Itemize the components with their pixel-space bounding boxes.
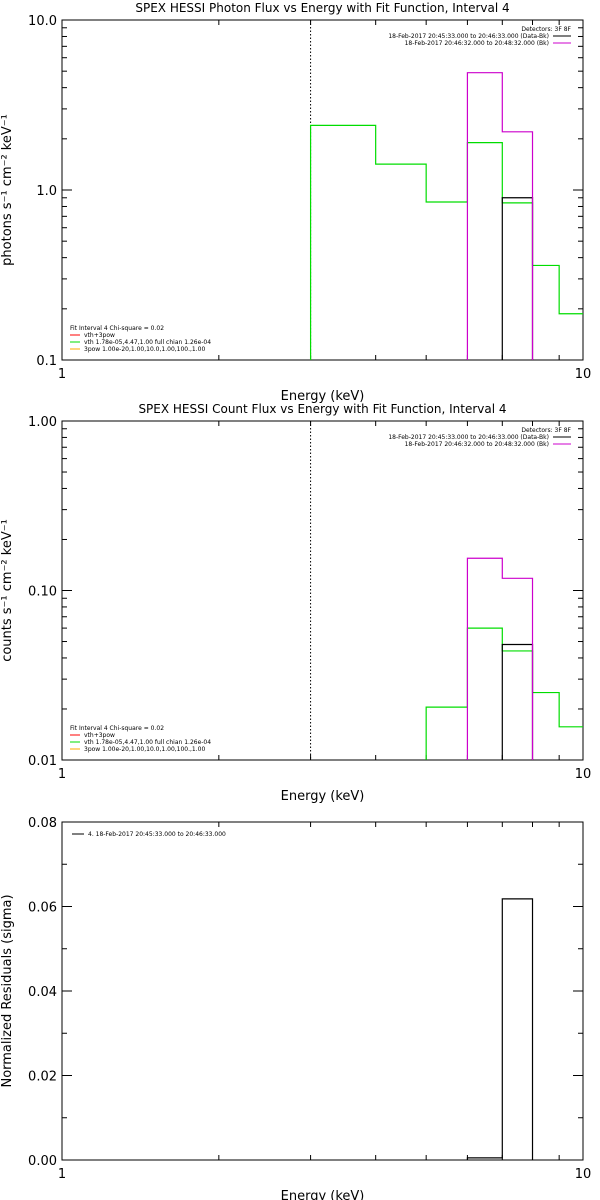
- legend-fit-header: Fit Interval 4 Chi-square = 0.02: [70, 325, 164, 332]
- series-3-histogram: [466, 557, 534, 760]
- legend-entry: vth 1.78e-05,4.47,1.00 full chian 1.26e-…: [84, 739, 211, 746]
- y-tick-label: 0.1: [36, 354, 57, 369]
- x-tick-label: 10: [575, 767, 592, 782]
- series-3-histogram: [466, 72, 534, 360]
- legend-entry: 3pow 1.00e-20,1.00,10.0,1.00,100.,1.00: [84, 346, 205, 353]
- y-axis-label: counts s⁻¹ cm⁻² keV⁻¹: [0, 519, 15, 662]
- y-tick-label: 0.00: [28, 1154, 57, 1169]
- y-axis-label: Normalized Residuals (sigma): [0, 894, 15, 1087]
- x-tick-label: 1: [58, 1167, 66, 1182]
- legend-entry: 18-Feb-2017 20:45:33.000 to 20:46:33.000…: [388, 33, 549, 40]
- y-tick-label: 0.10: [28, 585, 57, 600]
- legend-entry: vth+3pow: [84, 332, 115, 339]
- series-1-histogram: [466, 898, 534, 1160]
- y-tick-label: 0.01: [28, 754, 57, 769]
- legend-entry: 3pow 1.00e-20,1.00,10.0,1.00,100.,1.00: [84, 746, 205, 753]
- y-tick-label: 0.06: [28, 901, 57, 916]
- x-axis-label: Energy (keV): [281, 789, 365, 804]
- plot-frame: [61, 420, 584, 761]
- x-tick-label: 1: [58, 767, 66, 782]
- chart-title: SPEX HESSI Count Flux vs Energy with Fit…: [138, 402, 506, 416]
- panel-1: SPEX HESSI Photon Flux vs Energy with Fi…: [0, 1, 591, 404]
- legend-entry: 18-Feb-2017 20:45:33.000 to 20:46:33.000…: [388, 434, 549, 441]
- series-2-histogram: [501, 643, 534, 760]
- y-tick-label: 1.0: [36, 184, 57, 199]
- x-tick-label: 10: [575, 367, 592, 382]
- legend-entry: vth 1.78e-05,4.47,1.00 full chian 1.26e-…: [84, 339, 211, 346]
- plot-frame: [61, 19, 584, 361]
- panel-3: 1 10 0.00 0.02 0.04 0.06 0.08 Energy (keV) Norma…: [0, 816, 591, 1200]
- panel-2: SPEX HESSI Count Flux vs Energy with Fit…: [0, 402, 591, 804]
- legend-entry: vth+3pow: [84, 732, 115, 739]
- legend-fit-header: Fit Interval 4 Chi-square = 0.02: [70, 725, 164, 732]
- y-tick-label: 0.04: [28, 985, 57, 1000]
- x-tick-label: 10: [575, 1167, 592, 1182]
- legend-entry: 18-Feb-2017 20:46:32.000 to 20:48:32.000…: [405, 40, 549, 47]
- y-tick-label: 1.00: [28, 415, 57, 430]
- series-1-histogram: [425, 627, 583, 760]
- legend-entry: 4. 18-Feb-2017 20:45:33.000 to 20:46:33.…: [88, 831, 226, 838]
- x-tick-label: 1: [58, 367, 66, 382]
- series-1-histogram: [309, 124, 583, 360]
- x-axis-label: Energy (keV): [281, 1189, 365, 1200]
- legend-detectors: Detectors: 3F 8F: [521, 26, 571, 33]
- series-2-histogram: [501, 197, 534, 360]
- legend-detectors: Detectors: 3F 8F: [521, 427, 571, 434]
- chart-title: SPEX HESSI Photon Flux vs Energy with Fi…: [135, 1, 509, 15]
- y-tick-label: 0.08: [28, 816, 57, 831]
- plot-frame: [61, 821, 584, 1161]
- legend-entry: 18-Feb-2017 20:46:32.000 to 20:48:32.000…: [405, 441, 549, 448]
- y-tick-label: 10.0: [28, 14, 57, 29]
- y-axis-label: photons s⁻¹ cm⁻² keV⁻¹: [0, 114, 15, 266]
- y-tick-label: 0.02: [28, 1070, 57, 1085]
- x-axis-label: Energy (keV): [281, 389, 365, 404]
